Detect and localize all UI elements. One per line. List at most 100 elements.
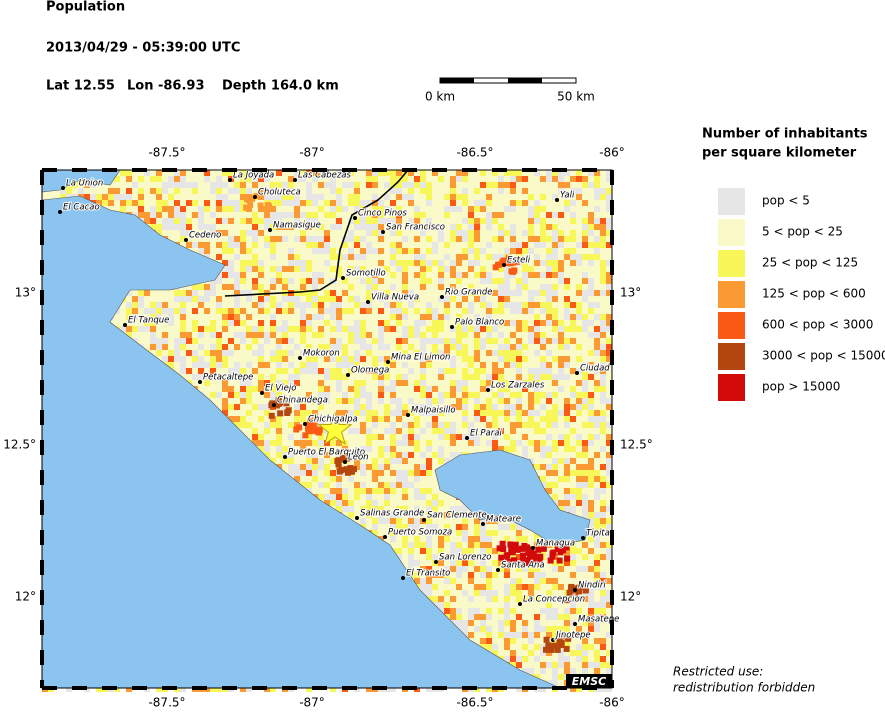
population-cell	[492, 212, 498, 218]
population-cell	[558, 374, 564, 380]
population-cell	[564, 548, 570, 554]
population-cell	[522, 320, 528, 326]
population-cell	[336, 380, 342, 386]
population-cell	[222, 308, 228, 314]
population-cell	[270, 416, 276, 422]
population-cell	[480, 644, 486, 650]
population-cell	[528, 374, 534, 380]
population-cell	[180, 182, 186, 188]
population-cell	[480, 278, 486, 284]
population-cell	[474, 392, 480, 398]
population-cell	[456, 272, 462, 278]
population-cell	[438, 320, 444, 326]
population-cell	[492, 368, 498, 374]
population-cell	[186, 218, 192, 224]
population-cell	[426, 356, 432, 362]
population-cell	[576, 566, 582, 572]
population-cell	[552, 308, 558, 314]
population-cell	[516, 326, 522, 332]
population-cell	[564, 206, 570, 212]
population-cell	[372, 356, 378, 362]
population-cell	[276, 350, 282, 356]
population-cell	[306, 470, 312, 476]
population-cell	[366, 428, 372, 434]
population-cell	[516, 686, 522, 692]
population-cell	[432, 350, 438, 356]
population-cell	[390, 272, 396, 278]
population-cell	[525, 559, 532, 566]
population-cell	[546, 446, 552, 452]
population-cell	[360, 470, 366, 476]
population-cell	[606, 524, 612, 530]
population-cell	[342, 392, 348, 398]
population-cell	[432, 344, 438, 350]
population-cell	[150, 314, 156, 320]
population-cell	[588, 644, 594, 650]
population-cell	[420, 260, 426, 266]
population-cell	[282, 308, 288, 314]
population-cell	[582, 242, 588, 248]
population-cell	[594, 422, 600, 428]
population-cell	[66, 188, 72, 194]
longitude: Lon -86.93	[127, 79, 205, 94]
population-cell	[180, 332, 186, 338]
population-cell	[456, 554, 462, 560]
population-cell	[456, 566, 462, 572]
population-cell	[444, 512, 450, 518]
population-cell	[450, 224, 456, 230]
population-cell	[330, 476, 336, 482]
population-cell	[336, 410, 342, 416]
population-cell	[408, 572, 414, 578]
population-cell	[522, 644, 528, 650]
population-cell	[426, 440, 432, 446]
population-cell	[150, 176, 156, 182]
population-cell	[312, 200, 318, 206]
population-cell	[462, 590, 468, 596]
population-cell	[294, 290, 300, 296]
population-cell	[426, 194, 432, 200]
population-cell	[558, 242, 564, 248]
population-cell	[588, 320, 594, 326]
population-cell	[372, 338, 378, 344]
population-cell	[414, 308, 420, 314]
population-cell	[396, 470, 402, 476]
population-cell	[516, 524, 522, 530]
population-cell	[594, 350, 600, 356]
population-cell	[306, 224, 312, 230]
population-cell	[378, 278, 384, 284]
population-cell	[528, 338, 534, 344]
population-cell	[498, 350, 504, 356]
population-cell	[318, 440, 324, 446]
population-cell	[198, 368, 204, 374]
population-cell	[432, 248, 438, 254]
population-cell	[228, 248, 234, 254]
population-cell	[222, 344, 228, 350]
population-cell	[396, 506, 402, 512]
population-cell	[504, 608, 510, 614]
population-cell	[504, 524, 510, 530]
population-cell	[570, 650, 576, 656]
population-cell	[528, 638, 534, 644]
population-cell	[456, 434, 462, 440]
population-cell	[588, 374, 594, 380]
population-cell	[186, 296, 192, 302]
population-cell	[270, 182, 276, 188]
population-cell	[606, 458, 612, 464]
population-cell	[180, 308, 186, 314]
population-cell	[252, 440, 258, 446]
population-cell	[318, 248, 324, 254]
population-cell	[474, 398, 480, 404]
population-cell	[570, 596, 576, 602]
population-cell	[570, 212, 576, 218]
population-cell	[288, 374, 294, 380]
population-cell	[354, 392, 360, 398]
population-cell	[258, 302, 264, 308]
population-cell	[354, 188, 360, 194]
population-cell	[318, 368, 324, 374]
population-cell	[522, 308, 528, 314]
population-cell	[564, 560, 570, 566]
town-label: Mateare	[486, 515, 521, 525]
population-cell	[444, 578, 450, 584]
population-cell	[186, 230, 192, 236]
population-cell	[402, 410, 408, 416]
